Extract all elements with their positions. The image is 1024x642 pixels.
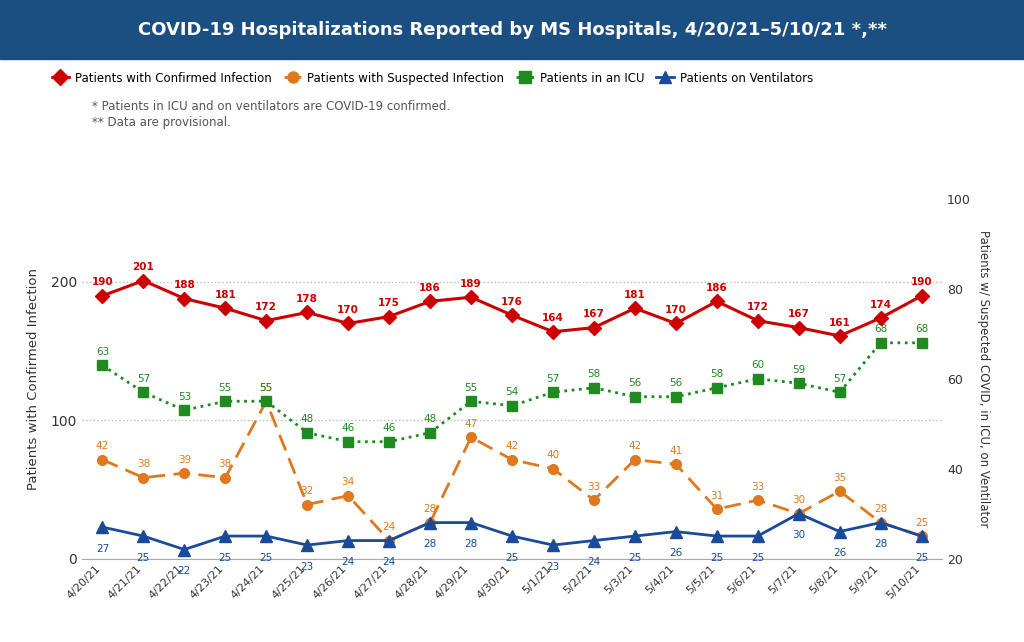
Text: 58: 58 <box>588 369 600 379</box>
Text: 28: 28 <box>465 539 477 550</box>
Text: 38: 38 <box>219 459 231 469</box>
Text: 170: 170 <box>337 305 359 315</box>
Text: 188: 188 <box>173 281 196 290</box>
Text: 47: 47 <box>465 419 477 429</box>
Text: 186: 186 <box>419 283 441 293</box>
Text: 190: 190 <box>91 277 114 288</box>
Text: 25: 25 <box>629 553 641 563</box>
Text: 68: 68 <box>915 324 928 334</box>
Text: 57: 57 <box>137 374 150 384</box>
Text: 57: 57 <box>547 374 559 384</box>
Text: 33: 33 <box>588 482 600 492</box>
Text: 164: 164 <box>542 313 564 324</box>
Text: 28: 28 <box>424 504 436 514</box>
Text: 161: 161 <box>828 318 851 327</box>
Text: 172: 172 <box>255 302 278 313</box>
Text: 57: 57 <box>834 374 846 384</box>
Text: 181: 181 <box>624 290 646 300</box>
Text: 38: 38 <box>137 459 150 469</box>
Text: 55: 55 <box>260 383 272 393</box>
Text: 22: 22 <box>178 566 190 577</box>
Text: 26: 26 <box>670 548 682 559</box>
Text: 176: 176 <box>501 297 523 307</box>
Text: 30: 30 <box>793 495 805 505</box>
Legend: Patients with Confirmed Infection, Patients with Suspected Infection, Patients i: Patients with Confirmed Infection, Patie… <box>47 67 818 89</box>
Text: 24: 24 <box>588 557 600 568</box>
Text: 40: 40 <box>547 450 559 460</box>
Text: 167: 167 <box>583 309 605 319</box>
Text: 25: 25 <box>915 517 928 528</box>
Text: 25: 25 <box>219 553 231 563</box>
Text: 39: 39 <box>178 455 190 465</box>
Text: 175: 175 <box>378 299 400 308</box>
Text: 59: 59 <box>793 365 805 375</box>
Text: 56: 56 <box>670 378 682 388</box>
Text: 48: 48 <box>301 414 313 424</box>
Text: 23: 23 <box>301 562 313 572</box>
Text: 54: 54 <box>506 387 518 397</box>
Text: 55: 55 <box>219 383 231 393</box>
Text: 201: 201 <box>132 263 155 272</box>
Text: 53: 53 <box>178 392 190 402</box>
Text: 189: 189 <box>460 279 482 289</box>
Text: 46: 46 <box>342 423 354 433</box>
Text: 28: 28 <box>874 504 887 514</box>
Text: 31: 31 <box>711 490 723 501</box>
Text: 23: 23 <box>547 562 559 572</box>
Text: 170: 170 <box>665 305 687 315</box>
Text: 25: 25 <box>260 553 272 563</box>
Text: 24: 24 <box>342 557 354 568</box>
Text: COVID-19 Hospitalizations Reported by MS Hospitals, 4/20/21–5/10/21 *,**: COVID-19 Hospitalizations Reported by MS… <box>137 21 887 39</box>
Text: 56: 56 <box>629 378 641 388</box>
Text: 24: 24 <box>383 557 395 568</box>
Text: 181: 181 <box>214 290 237 300</box>
Y-axis label: Patients with Confirmed Infection: Patients with Confirmed Infection <box>27 268 40 490</box>
Text: 48: 48 <box>424 414 436 424</box>
Text: 63: 63 <box>96 347 109 357</box>
Text: 25: 25 <box>506 553 518 563</box>
Text: 60: 60 <box>752 360 764 370</box>
Text: 28: 28 <box>424 539 436 550</box>
Text: ** Data are provisional.: ** Data are provisional. <box>92 116 231 128</box>
Text: 55: 55 <box>260 383 272 393</box>
Text: 28: 28 <box>874 539 887 550</box>
Text: 58: 58 <box>711 369 723 379</box>
Text: 174: 174 <box>869 300 892 309</box>
Text: 25: 25 <box>137 553 150 563</box>
Text: 167: 167 <box>787 309 810 319</box>
Text: 33: 33 <box>752 482 764 492</box>
Text: 35: 35 <box>834 473 846 483</box>
Text: * Patients in ICU and on ventilators are COVID-19 confirmed.: * Patients in ICU and on ventilators are… <box>92 100 451 112</box>
Text: 30: 30 <box>793 530 805 541</box>
Text: 41: 41 <box>670 446 682 456</box>
Text: 34: 34 <box>342 477 354 487</box>
Text: 25: 25 <box>711 553 723 563</box>
Text: 32: 32 <box>301 486 313 496</box>
Text: 178: 178 <box>296 294 318 304</box>
Text: 46: 46 <box>383 423 395 433</box>
Text: 42: 42 <box>629 441 641 451</box>
Text: 186: 186 <box>706 283 728 293</box>
Text: 190: 190 <box>910 277 933 288</box>
Text: 68: 68 <box>874 324 887 334</box>
Text: 55: 55 <box>465 383 477 393</box>
Text: 172: 172 <box>746 302 769 313</box>
Text: 42: 42 <box>96 441 109 451</box>
Text: 25: 25 <box>915 553 928 563</box>
Y-axis label: Patients w/ Suspected COVID, in ICU, on Ventilator: Patients w/ Suspected COVID, in ICU, on … <box>977 230 990 528</box>
Text: 27: 27 <box>96 544 109 554</box>
Text: 24: 24 <box>383 522 395 532</box>
Text: 25: 25 <box>752 553 764 563</box>
Text: 42: 42 <box>506 441 518 451</box>
Text: 26: 26 <box>834 548 846 559</box>
